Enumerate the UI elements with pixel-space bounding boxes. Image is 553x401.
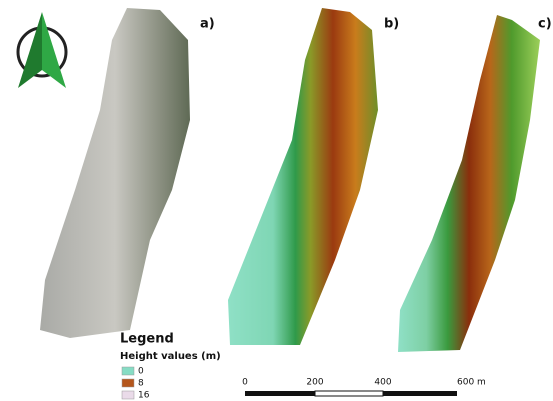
panel-label: c) [538,17,552,32]
scale-labels: 0 200 400 600 m [242,378,486,388]
legend-items: 0 8 16 [122,367,150,401]
legend-title: Legend [120,332,174,347]
legend-label: 0 [138,367,144,377]
page: a) b) c) Legend Height values (m) 0 8 16 0… [0,0,553,401]
scale-label: 400 [374,378,391,388]
scale-label: 0 [242,378,248,388]
legend-swatch [122,379,134,387]
scale-label: 600 m [457,378,486,388]
legend-subtitle: Height values (m) [120,351,221,362]
scale-bar [245,391,457,396]
north-arrow [18,12,66,88]
legend-label: 8 [138,379,144,389]
panel-label: b) [384,17,399,32]
panel-label: a) [200,17,215,32]
orthophoto-strip [40,8,190,338]
legend-swatch [122,367,134,375]
legend-label: 16 [138,391,150,401]
map-figure: a) b) c) Legend Height values (m) 0 8 16 0… [0,0,553,401]
legend-swatch [122,391,134,399]
scale-label: 200 [306,378,323,388]
dsm-strip [228,8,378,345]
dtm-strip [398,15,540,352]
